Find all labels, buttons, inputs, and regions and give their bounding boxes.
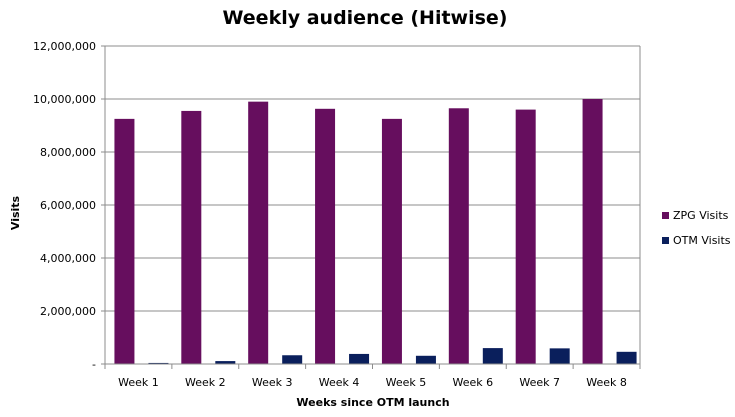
legend: ZPG Visits OTM Visits: [662, 209, 731, 247]
legend-label: OTM Visits: [673, 234, 731, 247]
legend-label: ZPG Visits: [673, 209, 729, 222]
bar-otm-visits: [215, 361, 236, 364]
bars: [114, 99, 637, 365]
x-tick-label: Week 4: [319, 376, 360, 389]
x-axis-title: Weeks since OTM launch: [296, 396, 449, 409]
x-tick-label: Week 1: [118, 376, 159, 389]
x-tick-label: Week 5: [386, 376, 427, 389]
bar-otm-visits: [415, 355, 436, 364]
bar-zpg-visits: [515, 109, 536, 364]
y-tick-label: 10,000,000: [33, 93, 96, 106]
x-tick-label: Week 2: [185, 376, 226, 389]
y-tick-label: -: [92, 358, 96, 371]
x-tick-labels: Week 1 Week 2 Week 3 Week 4 Week 5 Week 6 Week…: [118, 376, 627, 389]
legend-swatch: [662, 212, 669, 219]
y-tick-label: 4,000,000: [40, 252, 96, 265]
bar-zpg-visits: [315, 108, 336, 365]
y-axis-title: Visits: [9, 195, 22, 230]
axes: [104, 45, 641, 369]
legend-swatch: [662, 237, 669, 244]
bar-zpg-visits: [448, 108, 469, 365]
y-tick-label: 2,000,000: [40, 305, 96, 318]
y-tick-label: 6,000,000: [40, 199, 96, 212]
bar-zpg-visits: [181, 110, 202, 364]
bar-otm-visits: [482, 348, 503, 364]
bar-otm-visits: [349, 353, 370, 364]
bar-zpg-visits: [248, 101, 269, 365]
chart-title: Weekly audience (Hitwise): [223, 7, 508, 29]
x-tick-label: Week 7: [519, 376, 560, 389]
bar-zpg-visits: [381, 118, 402, 364]
bar-zpg-visits: [114, 118, 135, 364]
bar-zpg-visits: [582, 99, 603, 364]
y-tick-label: 8,000,000: [40, 146, 96, 159]
x-tick-label: Week 6: [452, 376, 493, 389]
bar-otm-visits: [549, 348, 570, 364]
x-tick-label: Week 3: [252, 376, 293, 389]
y-tick-labels: - 2,000,000 4,000,000 6,000,000 8,000,000 10,…: [33, 40, 96, 371]
x-tick-label: Week 8: [586, 376, 627, 389]
bar-otm-visits: [148, 362, 169, 364]
bar-otm-visits: [282, 355, 303, 364]
y-tick-label: 12,000,000: [33, 40, 96, 53]
bar-otm-visits: [616, 351, 637, 364]
